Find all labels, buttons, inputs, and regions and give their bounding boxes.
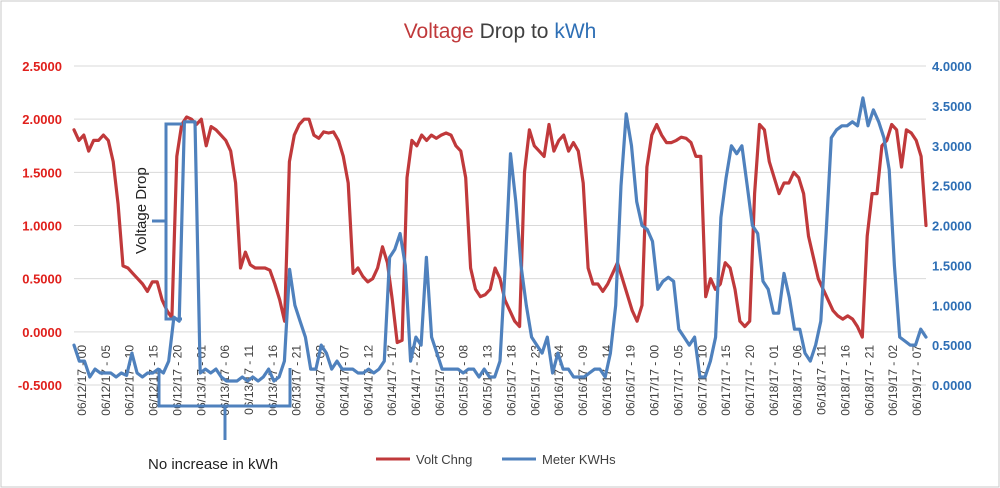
y-left-tick-label: 1.5000: [22, 165, 62, 180]
x-tick-label: 06/19/17 - 02: [886, 345, 900, 416]
x-tick-label: 06/18/17 - 16: [838, 345, 852, 416]
x-tick-label: 06/15/17 - 23: [528, 345, 542, 416]
annotation-voltage-drop: Voltage Drop: [133, 122, 182, 321]
x-tick-label: 06/12/17 - 05: [99, 345, 113, 416]
chart-title-voltage: Voltage: [404, 20, 474, 43]
y-left-tick-label: 0.5000: [22, 272, 62, 287]
x-tick-label: 06/13/17 - 21: [290, 345, 304, 416]
legend: Volt Chng Meter KWHs: [376, 452, 616, 467]
x-tick-label: 06/12/17 - 20: [170, 345, 184, 416]
x-tick-label: 06/14/17 - 12: [361, 345, 375, 416]
y-right-tick-label: 0.5000: [932, 338, 972, 353]
y-left-tick-label: 2.0000: [22, 112, 62, 127]
x-tick-label: 06/17/17 - 00: [648, 345, 662, 416]
series-line-meter-kwhs: [72, 96, 928, 383]
y-axis-right: 0.0000 0.5000 1.0000 1.5000 2.0000 2.5000 3.00…: [932, 59, 972, 393]
x-tick-label: 06/17/17 - 05: [671, 345, 685, 416]
legend-label-kwh: Meter KWHs: [542, 452, 616, 467]
x-tick-label: 06/15/17 - 08: [457, 345, 471, 416]
x-tick-label: 06/15/17 - 03: [433, 345, 447, 416]
y-axis-left: -0.5000 0.0000 0.5000 1.0000 1.5000 2.0000 2.5…: [18, 59, 62, 393]
x-tick-label: 06/16/17 - 14: [600, 345, 614, 416]
y-right-tick-label: 3.5000: [932, 99, 972, 114]
x-tick-label: 06/13/17 - 01: [194, 345, 208, 416]
x-tick-label: 06/16/17 - 09: [576, 345, 590, 416]
y-right-tick-label: 1.5000: [932, 258, 972, 273]
chart-title-middle: Drop to: [474, 20, 555, 43]
series-layer: [72, 96, 928, 383]
x-tick-label: 06/18/17 - 01: [767, 345, 781, 416]
y-right-tick-label: 0.0000: [932, 378, 972, 393]
x-tick-label: 06/15/17 - 13: [481, 345, 495, 416]
y-right-tick-label: 3.0000: [932, 139, 972, 154]
x-tick-label: 06/16/17 - 19: [624, 345, 638, 416]
x-tick-label: 06/15/17 - 18: [504, 345, 518, 416]
annotation-no-increase: No increase in kWh: [148, 368, 292, 473]
y-right-tick-label: 4.0000: [932, 59, 972, 74]
voltage-drop-bracket: [152, 122, 182, 321]
x-tick-label: 06/12/17 - 10: [123, 345, 137, 416]
x-tick-label: 06/12/17 - 15: [147, 345, 161, 416]
x-tick-label: 06/17/17 - 15: [719, 345, 733, 416]
x-tick-label: 06/17/17 - 20: [743, 345, 757, 416]
chart-title-kwh: kWh: [554, 20, 596, 43]
x-tick-label: 06/14/17 - 22: [409, 345, 423, 416]
y-left-tick-label: 1.0000: [22, 219, 62, 234]
series-line-volt-chng: [72, 115, 928, 345]
chart-title: Voltage Drop to kWh: [404, 20, 597, 43]
y-left-tick-label: -0.5000: [18, 378, 62, 393]
x-tick-label: 06/14/17 - 07: [337, 345, 351, 416]
x-tick-label: 06/18/17 - 21: [862, 345, 876, 416]
no-increase-bracket: [157, 368, 292, 440]
y-right-tick-label: 2.0000: [932, 219, 972, 234]
y-right-tick-label: 1.0000: [932, 298, 972, 313]
x-tick-label: 06/18/17 - 11: [815, 345, 829, 415]
no-increase-label: No increase in kWh: [148, 456, 278, 473]
legend-label-volt: Volt Chng: [416, 452, 472, 467]
x-tick-label: 06/18/17 - 06: [791, 345, 805, 416]
grid-lines: [74, 65, 926, 386]
y-left-tick-label: 0.0000: [22, 325, 62, 340]
voltage-drop-label: Voltage Drop: [133, 167, 150, 254]
x-tick-label: 06/14/17 - 17: [385, 345, 399, 416]
x-tick-label: 06/19/17 - 07: [910, 345, 924, 416]
x-axis: 06/12/17 - 00 06/12/17 - 05 06/12/17 - 10 0…: [75, 345, 924, 416]
y-left-tick-label: 2.5000: [22, 59, 62, 74]
y-right-tick-label: 2.5000: [932, 179, 972, 194]
